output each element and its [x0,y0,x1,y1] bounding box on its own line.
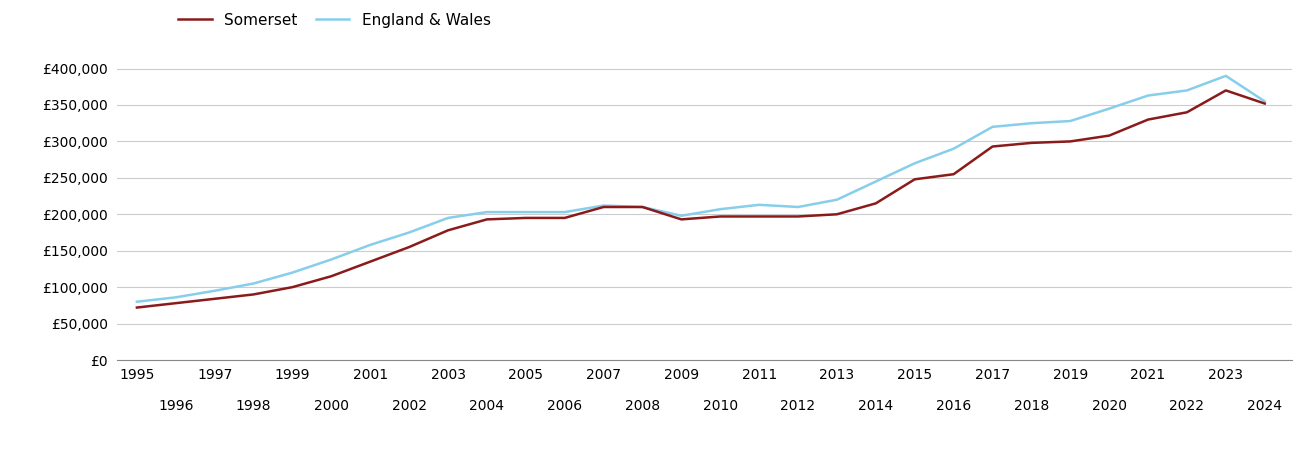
Somerset [324,274,339,279]
Somerset [1062,139,1078,144]
Text: 2002: 2002 [392,399,427,413]
Somerset [557,215,573,220]
Somerset [402,244,418,250]
Somerset [1218,88,1233,93]
Somerset [1257,101,1272,106]
Text: 2012: 2012 [780,399,816,413]
England & Wales [518,209,534,215]
Text: 2018: 2018 [1014,399,1049,413]
Text: 1998: 1998 [236,399,271,413]
Somerset [634,204,650,210]
Somerset [1101,133,1117,138]
Somerset [985,144,1001,149]
Somerset [829,212,844,217]
Somerset [245,292,261,297]
Somerset [284,284,300,290]
Somerset [1180,110,1195,115]
England & Wales [829,197,844,202]
England & Wales [557,209,573,215]
England & Wales [1180,88,1195,93]
Somerset [363,259,378,264]
Text: 2004: 2004 [470,399,505,413]
Somerset [168,301,184,306]
Line: England & Wales: England & Wales [137,76,1265,302]
England & Wales [129,299,145,304]
Somerset [1023,140,1039,146]
Somerset [868,201,883,206]
England & Wales [752,202,767,207]
England & Wales [245,281,261,286]
England & Wales [1218,73,1233,79]
Somerset [129,305,145,310]
Legend: Somerset, England & Wales: Somerset, England & Wales [172,7,497,34]
Text: 2016: 2016 [936,399,971,413]
Somerset [596,204,612,210]
England & Wales [907,161,923,166]
England & Wales [673,213,689,218]
England & Wales [946,146,962,151]
England & Wales [1257,99,1272,104]
Text: 2000: 2000 [313,399,348,413]
England & Wales [168,295,184,300]
Somerset [713,214,728,219]
Text: 2010: 2010 [702,399,737,413]
Text: 2022: 2022 [1169,399,1205,413]
Somerset [518,215,534,220]
Line: Somerset: Somerset [137,90,1265,307]
Text: 1996: 1996 [158,399,193,413]
Somerset [907,176,923,182]
England & Wales [479,209,495,215]
England & Wales [207,288,223,293]
Somerset [479,217,495,222]
Somerset [207,296,223,302]
England & Wales [596,203,612,208]
England & Wales [284,270,300,275]
Somerset [673,217,689,222]
England & Wales [1101,106,1117,111]
England & Wales [324,257,339,262]
England & Wales [868,179,883,184]
Somerset [1141,117,1156,122]
England & Wales [363,242,378,248]
England & Wales [1062,118,1078,124]
England & Wales [713,207,728,212]
Text: 2008: 2008 [625,399,660,413]
England & Wales [634,204,650,210]
Somerset [791,214,806,219]
Text: 2006: 2006 [547,399,582,413]
Text: 2014: 2014 [859,399,894,413]
England & Wales [791,204,806,210]
England & Wales [1023,121,1039,126]
England & Wales [985,124,1001,130]
Somerset [752,214,767,219]
England & Wales [402,230,418,235]
England & Wales [1141,93,1156,98]
Text: 2020: 2020 [1092,399,1126,413]
Somerset [440,228,455,233]
Somerset [946,171,962,177]
England & Wales [440,215,455,220]
Text: 2024: 2024 [1248,399,1283,413]
